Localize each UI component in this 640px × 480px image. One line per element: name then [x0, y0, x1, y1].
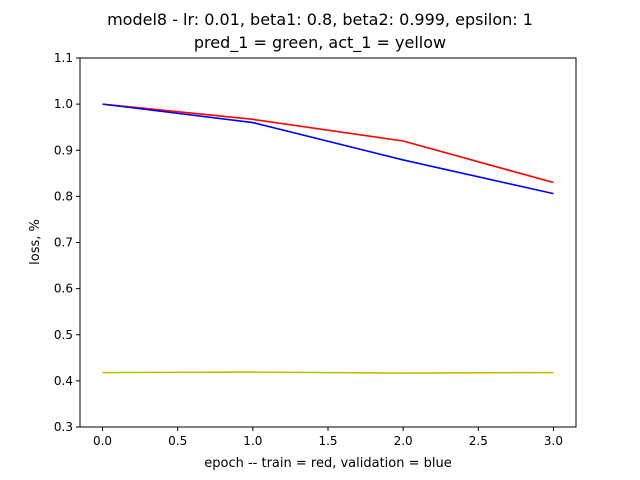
y-tick-label: 0.3 — [54, 420, 73, 434]
x-tick-label: 0.0 — [93, 434, 112, 448]
x-tick-label: 1.5 — [318, 434, 337, 448]
series-line-0 — [102, 103, 554, 184]
x-axis: 0.0 0.5 1.0 1.5 2.0 2.5 3.0 — [93, 427, 563, 448]
y-tick-label: 0.4 — [54, 374, 73, 388]
x-tick-label: 3.0 — [544, 434, 563, 448]
y-tick-label: 0.5 — [54, 328, 73, 342]
y-tick-label: 0.6 — [54, 282, 73, 296]
y-tick-label: 1.0 — [54, 97, 73, 111]
x-tick-label: 1.0 — [243, 434, 262, 448]
series-line-1 — [102, 103, 554, 195]
x-tick-label: 2.0 — [394, 434, 413, 448]
x-axis-label: epoch -- train = red, validation = blue — [204, 456, 452, 471]
x-tick-label: 2.5 — [469, 434, 488, 448]
y-tick-label: 0.9 — [54, 143, 73, 157]
x-tick-label: 0.5 — [168, 434, 187, 448]
y-tick-label: 0.8 — [54, 189, 73, 203]
chart-title: model8 - lr: 0.01, beta1: 0.8, beta2: 0.… — [107, 10, 533, 29]
y-tick-label: 0.7 — [54, 236, 73, 250]
series-line-2 — [102, 371, 554, 374]
y-axis-label: loss, % — [28, 219, 43, 265]
y-axis: 0.3 0.4 0.5 0.6 0.7 0.8 0.9 1.0 1.1 — [54, 51, 80, 434]
y-tick-label: 1.1 — [54, 51, 73, 65]
chart-subtitle: pred_1 = green, act_1 = yellow — [193, 33, 447, 52]
series-layer — [102, 103, 554, 374]
